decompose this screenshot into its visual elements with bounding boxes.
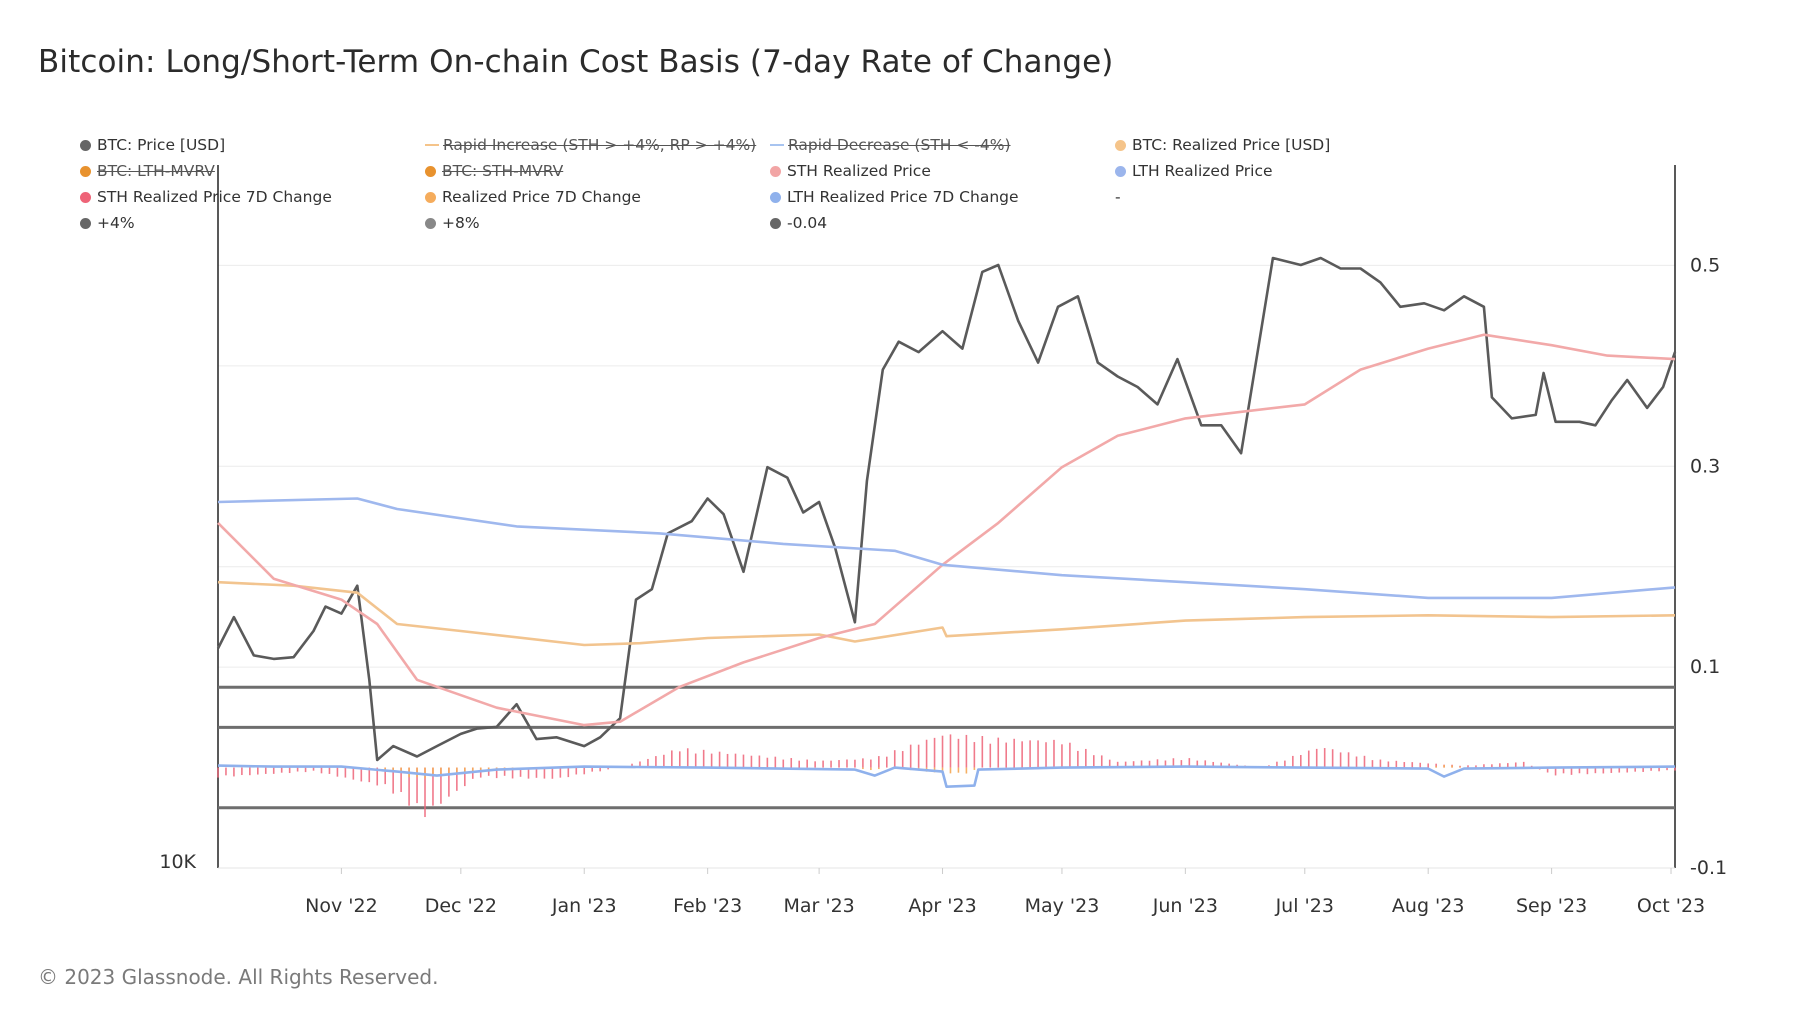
legend-item[interactable]: -0.04 xyxy=(770,214,827,232)
x-tick-label: Jan '23 xyxy=(551,895,617,917)
legend-item[interactable]: BTC: Realized Price [USD] xyxy=(1115,136,1330,154)
legend-label: -0.04 xyxy=(787,214,828,232)
legend-dot-icon xyxy=(770,165,781,177)
legend-label: Realized Price 7D Change xyxy=(442,188,641,206)
y-right-tick-label: 0.1 xyxy=(1690,656,1720,678)
series-line-lth-realized-price xyxy=(217,497,1676,600)
legend-line-icon xyxy=(770,144,784,146)
legend-label: BTC: STH-MVRV xyxy=(442,162,564,180)
legend-label: STH Realized Price 7D Change xyxy=(97,188,332,206)
legend-label: LTH Realized Price xyxy=(1132,162,1273,180)
legend-item[interactable]: +4% xyxy=(80,214,135,232)
series-line-lth-realized-price-7d-change xyxy=(217,764,1676,788)
legend-dot-icon xyxy=(425,191,436,203)
x-tick-label: Feb '23 xyxy=(673,895,742,917)
legend-item[interactable]: Rapid Increase (STH > +4%, RP > +4%) xyxy=(425,136,756,154)
legend-label: - xyxy=(1115,188,1121,206)
legend-item[interactable]: Rapid Decrease (STH < -4%) xyxy=(770,136,1011,154)
legend-item[interactable]: - xyxy=(1115,188,1121,206)
x-tick-label: Aug '23 xyxy=(1392,895,1465,917)
series-line-btc-realized-price-usd- xyxy=(217,580,1676,647)
x-tick-label: Nov '22 xyxy=(305,895,378,917)
legend-item[interactable]: BTC: STH-MVRV xyxy=(425,162,563,180)
legend-label: Rapid Increase (STH > +4%, RP > +4%) xyxy=(443,136,757,154)
x-tick-label: Mar '23 xyxy=(783,895,854,917)
legend-label: +4% xyxy=(97,214,135,232)
legend-item[interactable]: Realized Price 7D Change xyxy=(425,188,641,206)
x-tick-label: Apr '23 xyxy=(908,895,976,917)
legend-dot-icon xyxy=(80,191,91,203)
legend-label: BTC: Realized Price [USD] xyxy=(1132,136,1331,154)
legend-item[interactable]: LTH Realized Price 7D Change xyxy=(770,188,1019,206)
y-left-tick-label: 10K xyxy=(159,851,196,873)
legend-dot-icon xyxy=(80,165,91,177)
x-tick-label: Sep '23 xyxy=(1516,895,1587,917)
legend-label: BTC: LTH-MVRV xyxy=(97,162,215,180)
copyright-notice: © 2023 Glassnode. All Rights Reserved. xyxy=(38,965,439,989)
legend-dot-icon xyxy=(770,217,781,229)
legend-label: +8% xyxy=(442,214,480,232)
x-tick-label: Jun '23 xyxy=(1152,895,1218,917)
legend-item[interactable]: STH Realized Price 7D Change xyxy=(80,188,332,206)
chart-legend: BTC: Price [USD] Rapid Increase (STH > +4… xyxy=(80,136,1460,250)
legend-label: Rapid Decrease (STH < -4%) xyxy=(788,136,1011,154)
legend-label: LTH Realized Price 7D Change xyxy=(787,188,1019,206)
x-tick-label: Jul '23 xyxy=(1275,895,1334,917)
legend-dot-icon xyxy=(1115,165,1126,177)
chart-title: Bitcoin: Long/Short-Term On-chain Cost B… xyxy=(38,44,1114,80)
y-right-tick-label: -0.1 xyxy=(1690,857,1727,879)
y-right-tick-label: 0.5 xyxy=(1690,254,1720,276)
legend-item[interactable]: BTC: Price [USD] xyxy=(80,136,225,154)
legend-item[interactable]: STH Realized Price xyxy=(770,162,931,180)
legend-label: STH Realized Price xyxy=(787,162,931,180)
legend-dot-icon xyxy=(425,217,436,229)
x-tick-label: Oct '23 xyxy=(1637,895,1705,917)
series-line-sth-realized-price xyxy=(217,333,1676,727)
legend-item[interactable]: BTC: LTH-MVRV xyxy=(80,162,215,180)
legend-dot-icon xyxy=(1115,139,1126,151)
series-line-btc-price-usd- xyxy=(216,256,1677,762)
legend-dot-icon xyxy=(425,165,436,177)
legend-line-icon xyxy=(425,144,439,146)
y-right-tick-label: 0.3 xyxy=(1690,455,1720,477)
legend-dot-icon xyxy=(770,191,781,203)
legend-dot-icon xyxy=(80,139,91,151)
legend-label: BTC: Price [USD] xyxy=(97,136,226,154)
legend-item[interactable]: +8% xyxy=(425,214,480,232)
legend-dot-icon xyxy=(80,217,91,229)
x-tick-label: Dec '22 xyxy=(425,895,497,917)
legend-item[interactable]: LTH Realized Price xyxy=(1115,162,1273,180)
x-tick-label: May '23 xyxy=(1025,895,1100,917)
